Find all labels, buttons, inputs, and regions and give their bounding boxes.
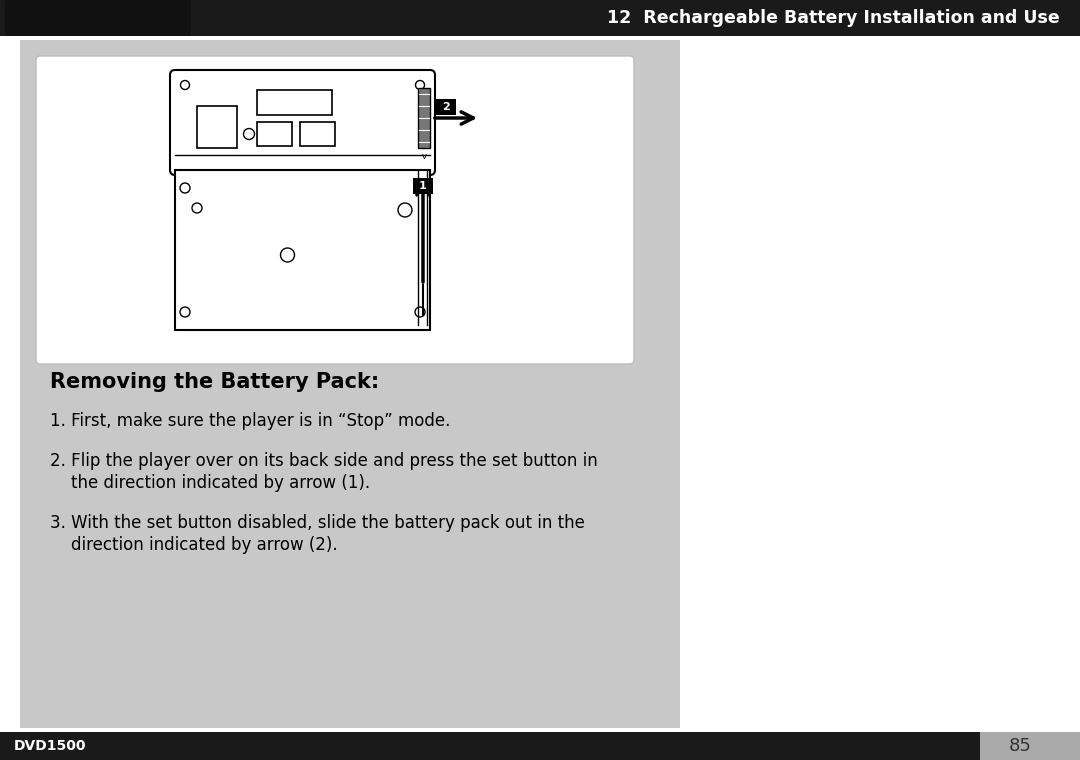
Bar: [436, 99, 456, 115]
Text: 1. First, make sure the player is in “Stop” mode.: 1. First, make sure the player is in “St…: [50, 412, 450, 430]
FancyBboxPatch shape: [5, 0, 191, 36]
Bar: [257, 122, 292, 146]
Text: v: v: [421, 152, 427, 161]
Text: DVD1500: DVD1500: [14, 739, 86, 753]
Text: direction indicated by arrow (2).: direction indicated by arrow (2).: [50, 536, 338, 554]
Circle shape: [180, 307, 190, 317]
Text: 85: 85: [1009, 737, 1031, 755]
Text: 1: 1: [419, 181, 427, 191]
Bar: [21, 40, 680, 728]
Bar: [0, 0, 1080, 36]
FancyBboxPatch shape: [36, 56, 634, 364]
Bar: [197, 106, 237, 148]
Circle shape: [399, 203, 411, 217]
Bar: [418, 88, 430, 148]
Text: 2: 2: [442, 102, 450, 112]
Bar: [175, 170, 430, 330]
Text: the direction indicated by arrow (1).: the direction indicated by arrow (1).: [50, 474, 370, 492]
Circle shape: [180, 183, 190, 193]
Text: 3. With the set button disabled, slide the battery pack out in the: 3. With the set button disabled, slide t…: [50, 514, 585, 532]
Bar: [257, 90, 332, 115]
Circle shape: [192, 203, 202, 213]
Circle shape: [281, 248, 295, 262]
Circle shape: [416, 81, 424, 90]
Text: 2. Flip the player over on its back side and press the set button in: 2. Flip the player over on its back side…: [50, 452, 597, 470]
FancyBboxPatch shape: [170, 70, 435, 175]
Bar: [300, 122, 335, 146]
Bar: [0, 732, 980, 760]
Circle shape: [180, 81, 189, 90]
Bar: [413, 178, 433, 194]
Text: Removing the Battery Pack:: Removing the Battery Pack:: [50, 372, 379, 392]
Circle shape: [415, 307, 426, 317]
Text: 12  Rechargeable Battery Installation and Use: 12 Rechargeable Battery Installation and…: [607, 9, 1059, 27]
Circle shape: [243, 128, 255, 140]
Bar: [980, 732, 1080, 760]
